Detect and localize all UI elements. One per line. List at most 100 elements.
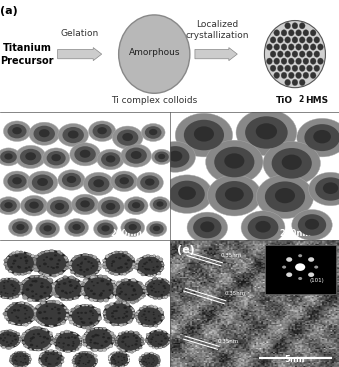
Circle shape [123, 313, 126, 315]
Circle shape [153, 358, 154, 359]
Circle shape [264, 21, 325, 88]
Circle shape [106, 253, 133, 273]
Circle shape [310, 58, 316, 64]
Circle shape [15, 255, 18, 257]
Circle shape [81, 356, 82, 357]
Circle shape [153, 312, 155, 313]
Circle shape [20, 287, 23, 290]
Circle shape [4, 202, 13, 208]
Circle shape [125, 345, 127, 346]
Text: 5nm: 5nm [285, 356, 305, 364]
Circle shape [36, 303, 66, 325]
Circle shape [43, 225, 52, 232]
Circle shape [274, 58, 280, 64]
Circle shape [69, 284, 73, 287]
Circle shape [139, 356, 142, 358]
Circle shape [17, 351, 20, 353]
Circle shape [114, 251, 119, 255]
Circle shape [128, 268, 133, 271]
Circle shape [121, 365, 124, 367]
Circle shape [55, 279, 82, 298]
Circle shape [77, 264, 80, 266]
Circle shape [161, 264, 164, 266]
Circle shape [143, 361, 145, 362]
Circle shape [72, 306, 99, 326]
Circle shape [25, 267, 28, 269]
Circle shape [55, 203, 64, 210]
Circle shape [4, 316, 9, 319]
Circle shape [16, 356, 18, 357]
Circle shape [113, 352, 116, 354]
Circle shape [96, 308, 100, 312]
Circle shape [85, 326, 91, 330]
Circle shape [153, 296, 157, 299]
Circle shape [12, 221, 29, 234]
Circle shape [162, 295, 167, 299]
Circle shape [135, 313, 139, 316]
Circle shape [256, 175, 314, 218]
Text: 0.35nm: 0.35nm [224, 291, 245, 296]
Circle shape [79, 269, 83, 271]
Circle shape [103, 333, 105, 335]
Circle shape [39, 361, 43, 364]
Circle shape [164, 287, 166, 289]
Circle shape [151, 290, 153, 291]
Circle shape [6, 334, 9, 336]
Circle shape [153, 274, 156, 276]
Circle shape [151, 295, 154, 298]
Circle shape [59, 302, 62, 305]
Text: Localized
crystallization: Localized crystallization [185, 20, 249, 40]
Circle shape [76, 285, 79, 287]
Text: Gelation: Gelation [61, 29, 99, 38]
Circle shape [72, 256, 99, 276]
Circle shape [21, 272, 25, 275]
Circle shape [145, 284, 148, 286]
Circle shape [60, 278, 63, 280]
Circle shape [91, 262, 93, 264]
Circle shape [17, 309, 20, 312]
Circle shape [125, 315, 128, 317]
Circle shape [75, 273, 79, 276]
Circle shape [129, 319, 133, 321]
Circle shape [15, 352, 17, 353]
Circle shape [150, 338, 153, 340]
Circle shape [163, 335, 165, 337]
Circle shape [48, 334, 52, 337]
Circle shape [23, 366, 26, 367]
Circle shape [164, 295, 168, 298]
Circle shape [162, 285, 165, 287]
Circle shape [144, 278, 173, 299]
Circle shape [112, 252, 116, 255]
Circle shape [18, 286, 23, 290]
Circle shape [33, 261, 38, 264]
Circle shape [57, 358, 59, 360]
Circle shape [33, 313, 38, 316]
Circle shape [71, 270, 75, 274]
Circle shape [93, 179, 104, 187]
Circle shape [25, 278, 29, 282]
Circle shape [52, 292, 57, 295]
Circle shape [0, 148, 20, 166]
Circle shape [275, 188, 295, 203]
Circle shape [26, 288, 29, 291]
Circle shape [76, 305, 80, 308]
Circle shape [138, 335, 142, 338]
Circle shape [144, 268, 146, 269]
Circle shape [14, 359, 16, 361]
Circle shape [140, 295, 144, 299]
Circle shape [51, 266, 53, 268]
Circle shape [292, 79, 298, 86]
Circle shape [106, 304, 133, 324]
Circle shape [39, 299, 43, 302]
Circle shape [277, 51, 283, 57]
Circle shape [93, 298, 98, 301]
Circle shape [299, 37, 305, 43]
Circle shape [95, 321, 99, 324]
Circle shape [33, 334, 35, 335]
Circle shape [65, 309, 69, 312]
Circle shape [23, 351, 26, 353]
Circle shape [73, 350, 76, 352]
Circle shape [135, 337, 138, 339]
Circle shape [88, 352, 92, 355]
Circle shape [144, 319, 147, 321]
